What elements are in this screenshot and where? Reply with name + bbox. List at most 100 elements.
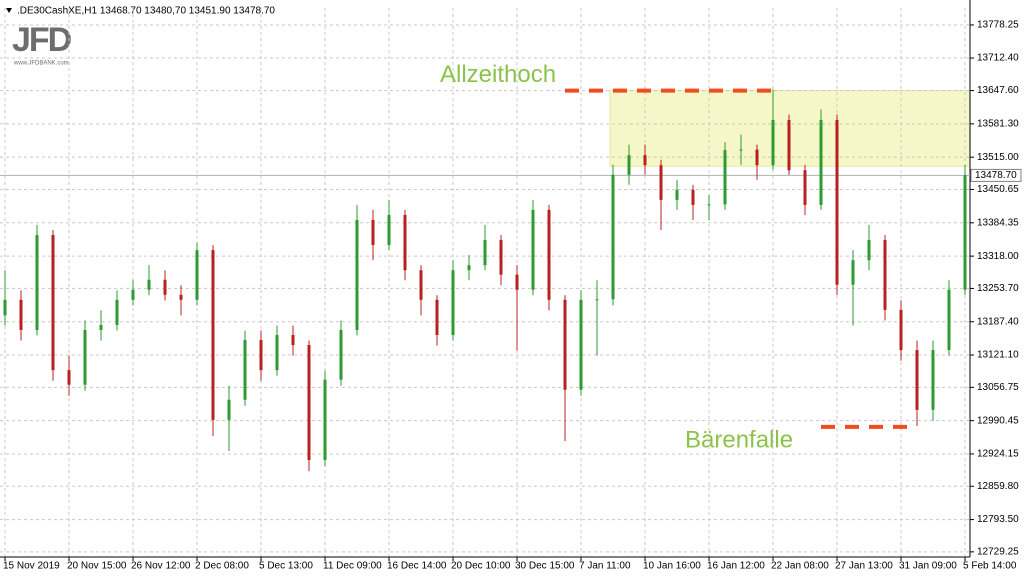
- candle-body: [867, 240, 871, 261]
- candle-body: [179, 294, 183, 300]
- candle-body: [355, 219, 359, 330]
- annotation-text: Bärenfalle: [685, 426, 793, 453]
- x-tick-label: 27 Jan 13:00: [835, 561, 893, 572]
- candle-body: [691, 189, 695, 205]
- candle: [515, 265, 519, 351]
- candle-body: [3, 299, 7, 316]
- candle-body: [115, 299, 119, 325]
- candle: [483, 224, 487, 271]
- candle-body: [211, 250, 215, 420]
- candle-body: [195, 250, 199, 300]
- candle: [275, 325, 279, 376]
- candle: [115, 290, 119, 331]
- candle: [227, 385, 231, 452]
- annotation-text: Allzeithoch: [440, 61, 556, 88]
- y-tick-label: 13450.65: [977, 184, 1019, 195]
- candle-body: [627, 155, 631, 175]
- y-tick-label: 12924.15: [977, 449, 1019, 460]
- candle-body: [835, 120, 839, 285]
- candle: [707, 194, 711, 220]
- candle-body: [131, 289, 135, 300]
- x-tick-label: 31 Jan 09:00: [899, 561, 957, 572]
- candle-body: [579, 299, 583, 390]
- candle-body: [931, 350, 935, 410]
- candle-body: [883, 240, 887, 310]
- x-tick-label: 5 Feb 14:00: [963, 561, 1017, 572]
- candle-body: [963, 175, 967, 290]
- x-tick-label: 20 Dec 10:00: [451, 561, 511, 572]
- candle: [451, 260, 455, 341]
- candle: [419, 265, 423, 316]
- y-tick-label: 13187.40: [977, 316, 1019, 327]
- candle: [835, 114, 839, 296]
- candle-body: [787, 120, 791, 171]
- candle: [659, 159, 663, 231]
- last-price-label: 13478.70: [975, 170, 1017, 181]
- y-tick-label: 13384.35: [977, 217, 1019, 228]
- candle-body: [339, 329, 343, 380]
- x-tick-label: 20 Nov 15:00: [67, 561, 127, 572]
- candle: [19, 290, 23, 341]
- candle-body: [915, 350, 919, 410]
- candle: [467, 255, 471, 281]
- y-tick-label: 13712.40: [977, 53, 1019, 64]
- candle: [723, 142, 727, 210]
- candle: [867, 224, 871, 271]
- candle-body: [67, 370, 71, 385]
- candle: [211, 245, 215, 436]
- candle: [643, 144, 647, 175]
- candle-body: [83, 329, 87, 385]
- candle-body: [307, 345, 311, 461]
- candle: [499, 235, 503, 286]
- candle-body: [947, 289, 951, 351]
- y-tick-label: 13253.70: [977, 283, 1019, 294]
- candle-body: [739, 149, 743, 151]
- candle: [51, 230, 55, 381]
- y-tick-label: 12990.45: [977, 415, 1019, 426]
- candle-body: [387, 214, 391, 246]
- candle-body: [99, 324, 103, 330]
- x-tick-label: 10 Jan 16:00: [643, 561, 701, 572]
- candle: [691, 184, 695, 220]
- candle-body: [643, 155, 647, 166]
- candle: [915, 340, 919, 426]
- x-tick-label: 2 Dec 08:00: [195, 561, 249, 572]
- candle: [611, 164, 615, 306]
- candle: [83, 320, 87, 391]
- candle-body: [451, 270, 455, 335]
- candle: [595, 280, 599, 356]
- candle-body: [227, 399, 231, 420]
- candle: [147, 265, 151, 296]
- last-price-tag: [970, 168, 1022, 182]
- candle-body: [611, 174, 615, 300]
- candle: [371, 209, 375, 261]
- candle: [131, 280, 135, 306]
- candle: [563, 295, 567, 441]
- candle-body: [515, 274, 519, 290]
- y-tick-label: 13647.60: [977, 85, 1019, 96]
- candle: [323, 370, 327, 467]
- candle-body: [499, 240, 503, 275]
- candle-body: [291, 334, 295, 346]
- candle: [35, 224, 39, 336]
- candle: [819, 109, 823, 210]
- candle: [387, 199, 391, 251]
- x-tick-label: 11 Dec 09:00: [323, 561, 382, 572]
- y-tick-label: 13778.25: [977, 20, 1019, 31]
- y-tick-label: 13581.30: [977, 119, 1019, 130]
- candle: [3, 270, 7, 326]
- candle: [627, 144, 631, 185]
- candle-body: [147, 279, 151, 290]
- candle-body: [707, 204, 711, 206]
- candle: [947, 280, 951, 356]
- candle: [243, 330, 247, 406]
- candle-body: [323, 379, 327, 461]
- candle-body: [547, 209, 551, 300]
- candle-body: [467, 265, 471, 271]
- candle-body: [243, 340, 247, 400]
- candle-body: [899, 309, 903, 351]
- candle-body: [403, 214, 407, 271]
- candle-body: [723, 150, 727, 205]
- y-tick-label: 12793.50: [977, 514, 1019, 525]
- y-tick-label: 13121.10: [977, 350, 1019, 361]
